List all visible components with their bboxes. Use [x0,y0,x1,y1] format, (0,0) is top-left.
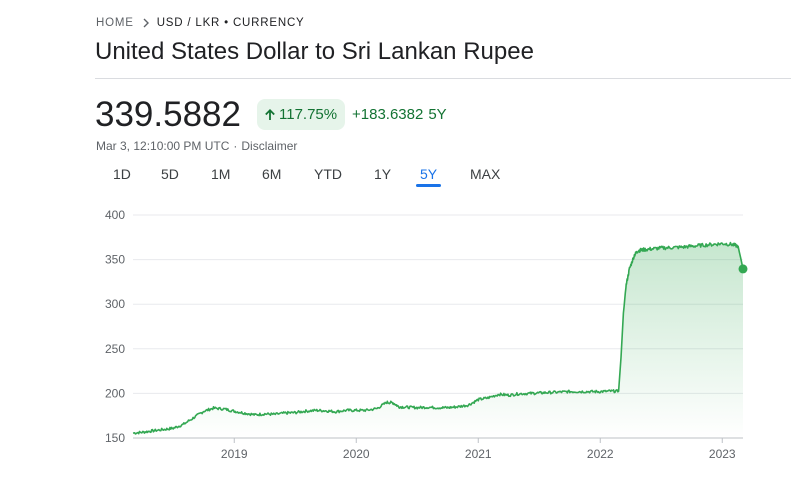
range-tab-1y[interactable]: 1Y [370,165,395,187]
x-tick-label: 2021 [465,447,492,461]
range-tab-6m[interactable]: 6M [258,165,285,187]
breadcrumb: HOME USD / LKR • CURRENCY [96,17,305,29]
active-tab-indicator [416,184,442,187]
x-tick-label: 2019 [221,447,248,461]
range-tab-label: 1M [211,166,231,182]
percent-change-badge: 117.75% [257,99,346,130]
timestamp-time: Mar 3, 12:10:00 PM UTC [96,139,230,153]
range-tab-5y[interactable]: 5Y [416,165,442,187]
current-price: 339.5882 [95,95,241,134]
x-tick-label: 2020 [343,447,370,461]
range-tab-label: MAX [470,166,501,182]
range-tab-label: 1Y [374,166,392,182]
range-tab-1m[interactable]: 1M [207,165,234,187]
breadcrumb-current: USD / LKR • CURRENCY [156,17,305,29]
x-tick-label: 2023 [709,447,736,461]
y-tick-label: 200 [105,386,125,400]
range-tab-label: YTD [314,166,342,182]
range-tab-label: 5Y [420,166,438,182]
range-tab-label: 6M [262,166,282,182]
x-tick-label: 2022 [587,447,614,461]
disclaimer-link[interactable]: Disclaimer [241,139,298,153]
y-tick-label: 350 [105,253,125,267]
range-tab-5d[interactable]: 5D [157,165,183,187]
range-tab-label: 1D [113,166,131,182]
arrow-up-icon [263,108,277,122]
range-tab-label: 5D [161,166,179,182]
absolute-change: +183.6382 5Y [352,106,447,123]
timestamp: Mar 3, 12:10:00 PM UTC · Disclaimer [96,139,297,153]
breadcrumb-home-link[interactable]: HOME [96,17,134,29]
range-tab-1d[interactable]: 1D [109,165,135,187]
series-area [133,242,743,438]
y-tick-label: 400 [105,208,125,222]
price-chart[interactable]: 150 200 250 300 350 400 2019 2020 2021 2022 2023 [0,200,791,480]
range-tab-ytd[interactable]: YTD [310,165,346,187]
y-tick-label: 250 [105,342,125,356]
range-tab-max[interactable]: MAX [466,165,504,187]
page-title: United States Dollar to Sri Lankan Rupee [95,38,534,65]
last-value-dot [738,264,748,274]
absolute-change-value: +183.6382 [352,106,424,123]
chevron-right-icon [141,17,151,29]
timestamp-separator: · [233,139,238,153]
series-line [132,241,744,435]
change-period: 5Y [428,106,447,123]
percent-change-value: 117.75% [279,106,338,123]
y-tick-label: 300 [105,297,125,311]
header-divider [95,78,791,79]
y-tick-label: 150 [105,431,125,445]
